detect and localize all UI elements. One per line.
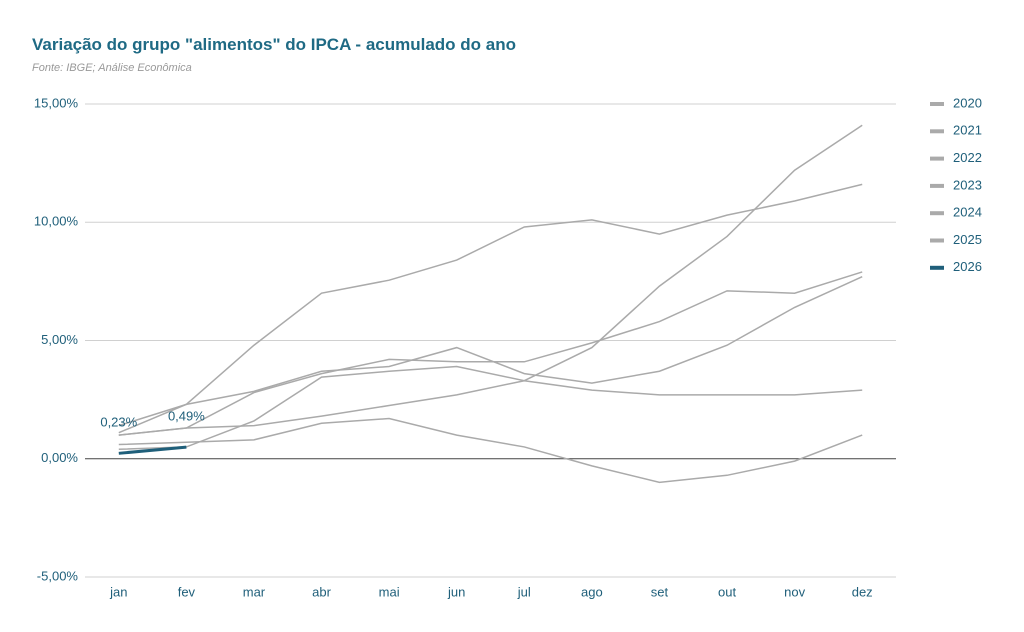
chart-title: Variação do grupo "alimentos" do IPCA - … (32, 35, 516, 54)
x-tick-label: abr (312, 584, 331, 599)
y-tick-label: 10,00% (34, 214, 79, 229)
series-line (118, 445, 187, 455)
x-tick-label: out (718, 584, 736, 599)
x-tick-label: jun (447, 584, 465, 599)
y-tick-label: 15,00% (34, 95, 79, 110)
x-tick-label: ago (581, 584, 603, 599)
data-label: 0,23% (100, 415, 137, 430)
chart-subtitle: Fonte: IBGE; Análise Econômica (32, 62, 192, 74)
legend-label: 2022 (953, 150, 982, 165)
legend-label: 2021 (953, 123, 982, 138)
y-tick-label: 0,00% (41, 450, 78, 465)
series-line (118, 379, 863, 436)
series-line (118, 417, 863, 484)
x-tick-label: set (651, 584, 669, 599)
y-tick-label: 5,00% (41, 332, 78, 347)
x-tick-label: dez (852, 584, 873, 599)
legend-label: 2026 (953, 259, 982, 274)
x-tick-label: fev (178, 584, 196, 599)
legend-label: 2023 (953, 177, 982, 192)
x-tick-label: mar (243, 584, 266, 599)
data-label: 0,49% (168, 409, 205, 424)
x-tick-label: jul (517, 584, 531, 599)
series-line (118, 275, 863, 427)
series-line (118, 271, 863, 436)
x-tick-label: mai (379, 584, 400, 599)
series-line (118, 183, 863, 434)
series-line (118, 124, 863, 451)
x-tick-label: jan (109, 584, 127, 599)
legend-label: 2024 (953, 205, 982, 220)
x-tick-label: nov (784, 584, 805, 599)
y-tick-label: -5,00% (37, 568, 79, 583)
legend-label: 2020 (953, 95, 982, 110)
legend-label: 2025 (953, 232, 982, 247)
